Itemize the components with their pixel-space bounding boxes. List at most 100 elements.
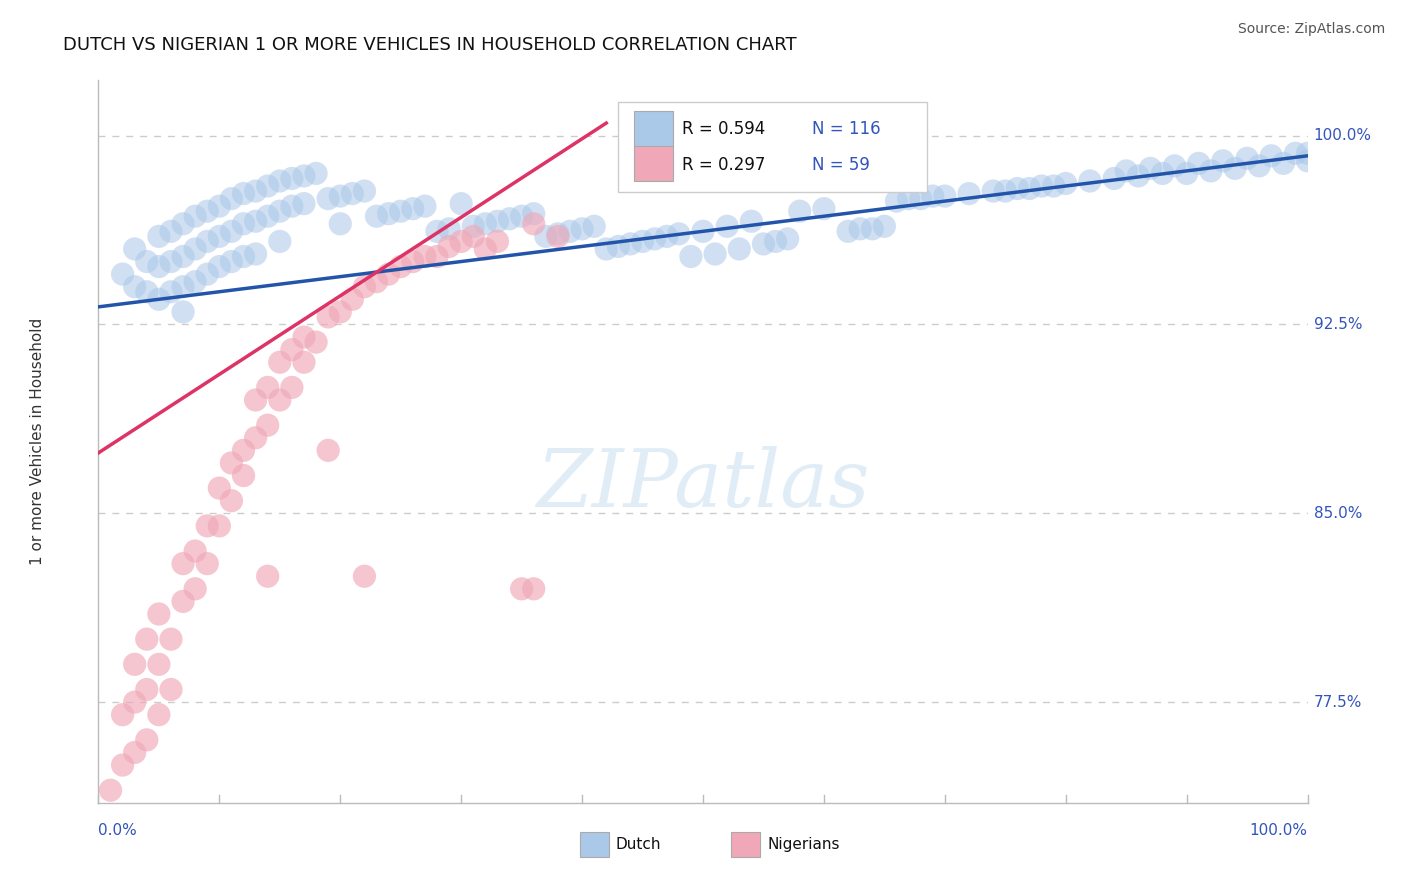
Point <box>172 279 194 293</box>
Point <box>547 229 569 244</box>
Point <box>679 250 702 264</box>
Point <box>281 171 304 186</box>
Point <box>837 224 859 238</box>
Point <box>269 355 291 369</box>
Point <box>1260 149 1282 163</box>
Point <box>160 285 183 299</box>
FancyBboxPatch shape <box>619 102 927 193</box>
Text: Nigerians: Nigerians <box>768 838 839 852</box>
Point <box>208 260 231 274</box>
Point <box>160 632 183 647</box>
Point <box>329 305 352 319</box>
Point <box>463 229 485 244</box>
Point <box>292 355 315 369</box>
Point <box>1007 181 1029 195</box>
Text: N = 116: N = 116 <box>811 120 880 138</box>
Text: DUTCH VS NIGERIAN 1 OR MORE VEHICLES IN HOUSEHOLD CORRELATION CHART: DUTCH VS NIGERIAN 1 OR MORE VEHICLES IN … <box>63 36 797 54</box>
Text: ZIPatlas: ZIPatlas <box>536 446 870 524</box>
Point <box>897 192 920 206</box>
Point <box>111 267 134 281</box>
Point <box>269 204 291 219</box>
Point <box>426 224 449 238</box>
Point <box>184 209 207 223</box>
Point <box>728 242 751 256</box>
Point <box>595 242 617 256</box>
Point <box>245 431 267 445</box>
Text: 100.0%: 100.0% <box>1313 128 1372 143</box>
Point <box>716 219 738 234</box>
Point <box>305 166 328 180</box>
Point <box>402 202 425 216</box>
Text: 92.5%: 92.5% <box>1313 317 1362 332</box>
Point <box>413 199 436 213</box>
Point <box>644 232 666 246</box>
Point <box>389 260 412 274</box>
Point <box>776 232 799 246</box>
Point <box>256 569 278 583</box>
Point <box>619 236 641 251</box>
Point <box>292 196 315 211</box>
Point <box>1272 156 1295 170</box>
Point <box>1054 177 1077 191</box>
FancyBboxPatch shape <box>634 112 672 147</box>
Point <box>523 207 546 221</box>
Point <box>245 392 267 407</box>
Point <box>523 217 546 231</box>
Point <box>148 260 170 274</box>
Point <box>486 235 509 249</box>
Point <box>523 582 546 596</box>
Point <box>208 481 231 495</box>
Point <box>377 207 399 221</box>
Point <box>208 199 231 213</box>
Point <box>256 380 278 394</box>
Point <box>232 468 254 483</box>
Point <box>474 242 496 256</box>
Point <box>256 209 278 223</box>
Point <box>1188 156 1211 170</box>
Point <box>1175 166 1198 180</box>
Point <box>329 217 352 231</box>
Point <box>195 235 218 249</box>
Point <box>281 380 304 394</box>
Point <box>124 695 146 709</box>
Point <box>195 267 218 281</box>
Point <box>221 224 243 238</box>
Point <box>957 186 980 201</box>
Point <box>221 493 243 508</box>
Text: Source: ZipAtlas.com: Source: ZipAtlas.com <box>1237 22 1385 37</box>
Point <box>172 557 194 571</box>
Point <box>765 235 787 249</box>
Text: 77.5%: 77.5% <box>1313 695 1362 710</box>
Point <box>1199 164 1222 178</box>
Point <box>437 239 460 253</box>
Point <box>316 310 339 324</box>
Point <box>510 209 533 223</box>
Point <box>232 186 254 201</box>
Point <box>184 544 207 558</box>
Point <box>316 192 339 206</box>
Point <box>849 222 872 236</box>
Point <box>195 519 218 533</box>
Point <box>135 632 157 647</box>
Point <box>607 239 630 253</box>
Point <box>1249 159 1271 173</box>
Point <box>172 594 194 608</box>
FancyBboxPatch shape <box>731 832 759 857</box>
Point <box>1223 161 1246 176</box>
Point <box>232 250 254 264</box>
Point <box>571 222 593 236</box>
Point <box>221 254 243 268</box>
Point <box>740 214 762 228</box>
Point <box>100 783 122 797</box>
Point <box>124 279 146 293</box>
Point <box>111 758 134 772</box>
Point <box>704 247 727 261</box>
Point <box>655 229 678 244</box>
Point <box>981 184 1004 198</box>
Point <box>463 219 485 234</box>
Point <box>934 189 956 203</box>
Point <box>329 189 352 203</box>
Point <box>269 174 291 188</box>
Point <box>450 235 472 249</box>
Point <box>353 184 375 198</box>
